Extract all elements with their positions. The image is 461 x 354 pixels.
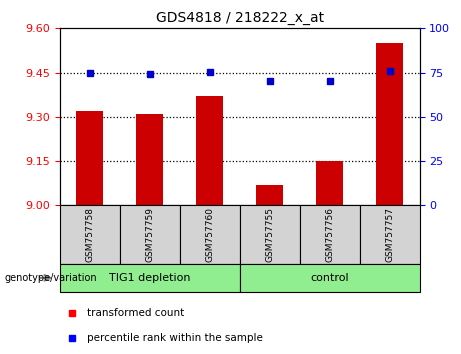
Bar <box>77 111 103 205</box>
Bar <box>136 114 163 205</box>
Text: GSM757759: GSM757759 <box>145 207 154 262</box>
Title: GDS4818 / 218222_x_at: GDS4818 / 218222_x_at <box>156 11 324 24</box>
Bar <box>196 96 223 205</box>
Bar <box>120 205 180 264</box>
Bar <box>360 205 420 264</box>
Bar <box>60 264 240 292</box>
Bar <box>60 205 120 264</box>
Text: control: control <box>310 273 349 283</box>
Bar <box>240 264 420 292</box>
Bar <box>256 185 283 205</box>
Text: GSM757757: GSM757757 <box>385 207 394 262</box>
Text: GSM757760: GSM757760 <box>205 207 214 262</box>
Bar <box>316 161 343 205</box>
Bar <box>180 205 240 264</box>
Text: GSM757756: GSM757756 <box>325 207 334 262</box>
Text: TIG1 depletion: TIG1 depletion <box>109 273 190 283</box>
Text: percentile rank within the sample: percentile rank within the sample <box>88 333 263 343</box>
Text: genotype/variation: genotype/variation <box>5 273 97 283</box>
Bar <box>240 205 300 264</box>
Text: GSM757758: GSM757758 <box>85 207 95 262</box>
Bar <box>300 205 360 264</box>
Bar <box>376 43 403 205</box>
Text: GSM757755: GSM757755 <box>265 207 274 262</box>
Text: transformed count: transformed count <box>88 308 184 318</box>
